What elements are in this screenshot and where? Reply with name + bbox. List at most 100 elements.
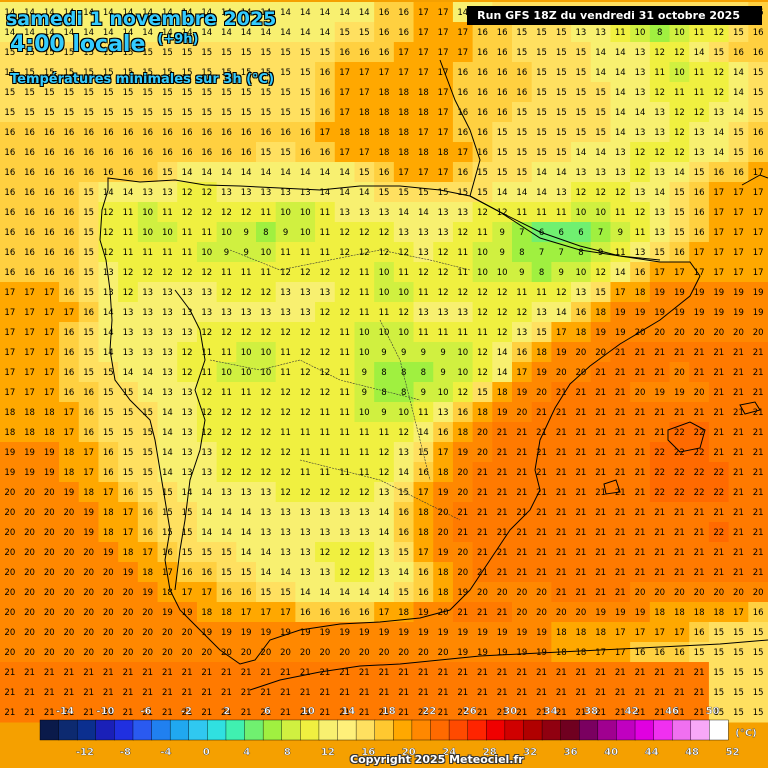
temperature-value: 20 — [516, 608, 527, 618]
temperature-value: 16 — [398, 28, 409, 38]
temperature-value: 19 — [654, 388, 665, 398]
temperature-value: 15 — [576, 128, 587, 138]
temperature-cell — [216, 142, 237, 163]
temperature-value: 14 — [576, 148, 587, 158]
temperature-cell — [708, 462, 730, 483]
temperature-value: 18 — [713, 608, 724, 618]
temperature-value: 13 — [418, 308, 429, 318]
temperature-cell — [571, 422, 592, 443]
temperature-cell — [689, 382, 710, 403]
temperature-value: 12 — [260, 448, 271, 458]
temperature-cell — [216, 422, 237, 443]
temperature-cell — [295, 282, 316, 303]
temperature-cell — [98, 82, 119, 103]
temperature-value: 15 — [83, 348, 94, 358]
temperature-cell — [590, 42, 611, 63]
temperature-cell — [354, 162, 375, 183]
temperature-cell — [630, 422, 651, 443]
temperature-value: 20 — [44, 508, 55, 518]
temperature-cell — [78, 302, 99, 323]
temperature-value: 17 — [4, 308, 15, 318]
temperature-value: 12 — [359, 568, 370, 578]
temperature-cell — [157, 182, 178, 203]
temperature-value: 13 — [339, 208, 350, 218]
temperature-cell — [571, 442, 592, 463]
temperature-cell — [433, 202, 454, 223]
temperature-cell — [492, 22, 513, 43]
temperature-cell — [531, 62, 552, 83]
temperature-cell — [630, 202, 651, 223]
temperature-cell — [413, 182, 434, 203]
temperature-value: 16 — [123, 488, 134, 498]
temperature-value: 17 — [142, 548, 153, 558]
temperature-cell — [39, 282, 60, 303]
temperature-value: 19 — [477, 648, 488, 658]
temperature-cell — [393, 522, 415, 543]
temperature-value: 15 — [359, 28, 370, 38]
temperature-value: 19 — [497, 408, 508, 418]
temperature-value: 11 — [241, 268, 252, 278]
temperature-value: 21 — [615, 528, 626, 538]
temperature-cell — [334, 482, 355, 503]
temperature-value: 15 — [83, 248, 94, 258]
temperature-value: 12 — [379, 228, 390, 238]
temperature-value: 17 — [654, 268, 665, 278]
temperature-value: 21 — [339, 688, 350, 698]
temperature-cell — [689, 342, 710, 363]
temperature-cell — [196, 242, 218, 263]
temperature-cell — [256, 42, 277, 63]
temperature-cell — [492, 282, 513, 303]
legend-swatch — [225, 719, 246, 741]
temperature-cell — [59, 462, 80, 483]
temperature-value: 11 — [359, 268, 370, 278]
temperature-cell — [669, 82, 690, 103]
temperature-cell — [0, 342, 21, 363]
temperature-cell — [433, 522, 454, 543]
temperature-value: 14 — [595, 148, 606, 158]
temperature-cell — [236, 82, 257, 103]
temperature-cell — [610, 62, 631, 83]
temperature-value: 12 — [260, 388, 271, 398]
legend-bottom-label: 40 — [604, 747, 618, 758]
temperature-value: 15 — [300, 68, 311, 78]
temperature-value: 15 — [733, 128, 744, 138]
temperature-value: 20 — [103, 648, 114, 658]
temperature-value: 15 — [398, 188, 409, 198]
temperature-value: 19 — [536, 648, 547, 658]
temperature-value: 14 — [398, 208, 409, 218]
temperature-value: 20 — [576, 348, 587, 358]
temperature-cell — [728, 262, 749, 283]
temperature-cell — [354, 342, 375, 363]
temperature-cell — [0, 382, 21, 403]
temperature-value: 7 — [519, 228, 524, 238]
temperature-value: 13 — [142, 348, 153, 358]
temperature-cell — [472, 502, 493, 523]
temperature-cell — [551, 62, 572, 83]
temperature-value: 18 — [123, 548, 134, 558]
temperature-cell — [315, 382, 336, 403]
temperature-value: 21 — [615, 668, 626, 678]
temperature-cell — [216, 482, 237, 503]
temperature-cell — [472, 422, 493, 443]
temperature-cell — [610, 302, 631, 323]
temperature-value: 12 — [182, 188, 193, 198]
temperature-value: 20 — [44, 648, 55, 658]
temperature-value: 21 — [733, 468, 744, 478]
temperature-value: 20 — [4, 648, 15, 658]
temperature-value: 13 — [438, 408, 449, 418]
temperature-cell — [452, 462, 474, 483]
temperature-cell — [256, 222, 277, 243]
temperature-cell — [295, 422, 316, 443]
temperature-cell — [531, 102, 552, 123]
temperature-value: 22 — [674, 488, 685, 498]
temperature-value: 10 — [576, 208, 587, 218]
temperature-value: 20 — [674, 368, 685, 378]
temperature-value: 22 — [694, 448, 705, 458]
temperature-cell — [98, 302, 119, 323]
temperature-value: 20 — [753, 588, 764, 598]
temperature-value: 21 — [497, 528, 508, 538]
temperature-cell — [98, 502, 119, 523]
temperature-cell — [59, 142, 80, 163]
temperature-cell — [98, 22, 119, 43]
legend-swatch — [76, 719, 97, 741]
